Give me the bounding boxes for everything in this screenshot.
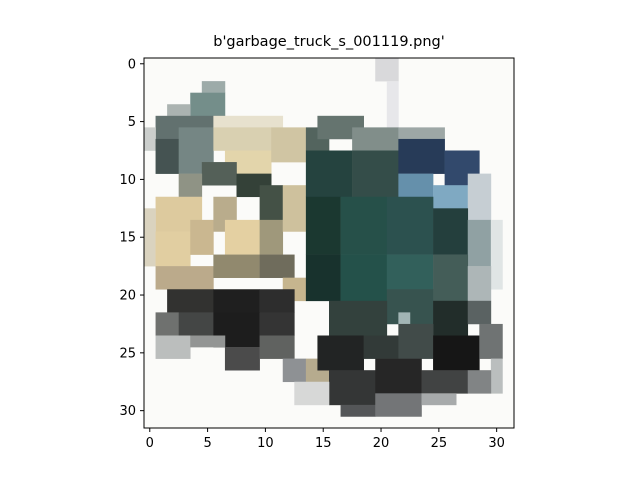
x-tick-label: 0 [146,436,154,451]
image-pixel [190,92,226,117]
image-pixel [213,289,260,313]
image-pixel [398,138,445,174]
image-pixel [213,127,272,151]
image-pixel [317,335,364,371]
image-pixel [259,312,295,336]
image-pixel [178,312,214,336]
image-pixel [421,393,457,406]
x-tick-label: 25 [431,436,448,451]
x-tick-label: 5 [203,436,211,451]
y-tick-label: 0 [128,57,136,72]
image-pixel [282,185,307,232]
image-pixel [375,58,399,82]
x-tick-label: 15 [315,436,332,451]
image-pixel [490,219,503,290]
image-pixel [305,196,341,255]
image-pixel [398,323,434,359]
image-pixel [224,347,260,371]
image-pixel [155,138,179,174]
y-axis: 0 5 10 15 20 25 30 [119,57,144,419]
y-tick-label: 5 [128,115,136,130]
image-pixel [259,185,284,221]
x-tick-label: 30 [488,436,505,451]
image-pixel [329,300,388,336]
image-pixel [398,127,445,140]
image-region [144,58,514,428]
image-pixel [386,81,399,128]
image-pixel [433,208,469,255]
image-pixel [433,254,469,302]
image-pixel [167,104,191,117]
y-tick-label: 15 [119,231,136,246]
image-pixel [490,358,503,394]
image-pixel [305,254,341,302]
image-pixel [155,231,191,267]
truck-pixels [144,58,514,428]
image-pixel [259,254,295,278]
image-pixel [467,173,492,221]
image-pixel [201,81,226,93]
image-pixel [294,381,330,406]
image-pixel [375,358,422,394]
image-pixel [340,404,376,417]
image-pixel [329,370,376,406]
image-pixel [305,150,353,198]
image-pixel [433,185,469,209]
image-pixel [375,393,422,417]
image-pixel [190,219,214,255]
image-pixel [144,127,156,151]
image-pixel [155,266,214,290]
image-pixel [178,173,203,198]
axes-frame [143,57,515,429]
image-pixel [433,300,469,336]
image-pixel [479,323,503,359]
image-pixel [259,335,295,359]
image-pixel [340,196,388,255]
image-haze [144,58,514,428]
x-tick-label: 20 [373,436,390,451]
image-pixel [213,254,260,278]
image-pixel [144,208,156,267]
image-pixel [467,266,492,302]
image-pixel [271,127,307,163]
image-pixel [386,196,434,255]
image-pixel [259,289,295,313]
y-tick-label: 20 [119,289,136,304]
image-pixel [433,335,480,371]
image-pixel [259,219,284,255]
plot-title: b'garbage_truck_s_001119.png' [213,34,445,50]
image-pixel [398,312,411,325]
image-pixel [340,254,388,302]
image-pixel [352,127,399,151]
image-pixel [201,162,237,186]
image-pixel [386,254,434,290]
image-pixel [467,370,492,394]
image-pixel [155,312,179,336]
image-pixel [467,300,492,325]
image-pixel [421,370,469,394]
x-axis: 0 5 10 15 20 25 30 [146,428,505,451]
image-pixel [190,335,226,348]
image-pixel [363,335,399,359]
image-pixel [155,335,191,359]
image-pixel [398,173,434,198]
image-pixel [467,219,492,267]
image-pixel [282,358,307,383]
y-tick-label: 10 [119,173,136,188]
x-tick-label: 10 [257,436,274,451]
image-pixel [224,219,260,255]
y-tick-label: 25 [119,346,136,361]
image-pixel [352,150,399,198]
image-pixel [167,289,214,313]
image-pixel [213,115,284,128]
y-tick-label: 30 [119,404,136,419]
